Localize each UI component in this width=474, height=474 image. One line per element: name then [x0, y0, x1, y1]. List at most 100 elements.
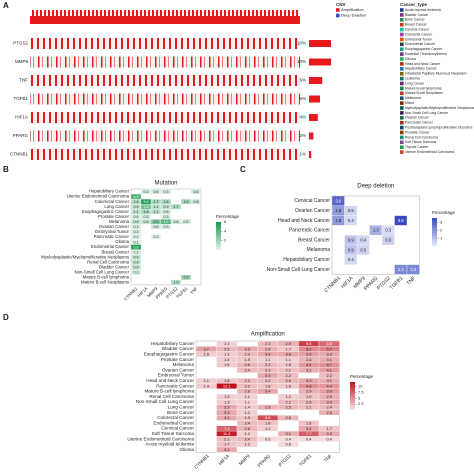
color-tick-label: 2.5 — [358, 401, 364, 406]
cell-value: 1.3 — [373, 228, 379, 233]
percent-label: 10% — [297, 41, 306, 46]
percent-label: 4% — [299, 115, 306, 120]
cell-value: 2.8 — [326, 410, 332, 415]
heatmap-cell — [190, 198, 202, 205]
cell-value: 2.1 — [306, 405, 312, 410]
cell-value: 4.1 — [326, 368, 332, 373]
cell-value: 2.9 — [326, 394, 332, 399]
cell-value: 0.3 — [134, 271, 139, 275]
frequency-bar — [309, 95, 320, 103]
cell-value: 1.4 — [134, 200, 139, 204]
percent-label: 6% — [299, 78, 306, 83]
cell-value: 0.3 — [134, 225, 139, 229]
cell-value: 0.5 — [348, 208, 354, 213]
legend-label: Renal Cell Carcinoma — [405, 135, 438, 139]
cell-value: 0.6 — [174, 220, 179, 224]
cell-value: 4.4 — [326, 383, 332, 388]
cell-value: 3.6 — [398, 218, 404, 223]
cell-value: 1.2 — [244, 442, 250, 447]
cell-value: 1.9 — [306, 394, 312, 399]
cell-value: 3.3 — [224, 447, 230, 452]
cell-value: 1.8 — [285, 362, 291, 367]
row-label: Glioma — [115, 239, 129, 244]
cell-value: 0.4 — [326, 436, 332, 441]
cell-value: 2.6 — [244, 362, 250, 367]
cell-value: 1.8 — [335, 208, 341, 213]
cell-value: 0.6 — [285, 442, 291, 447]
legend-swatch — [400, 18, 404, 22]
heatmap-cell — [394, 215, 408, 226]
cell-value: 1.9 — [184, 200, 189, 204]
legend-label: Mature B-cell Neoplasms — [405, 91, 443, 95]
cell-value: 7.7 — [306, 431, 312, 436]
row-label: Acute myeloid leukemia — [145, 442, 194, 447]
gene-track — [30, 75, 300, 86]
cell-value: 2.6 — [244, 426, 250, 431]
heatmap-cell — [318, 436, 340, 442]
row-label: Hepatobiliary Cancer — [151, 341, 194, 346]
cell-value: 11.4 — [223, 431, 231, 436]
cell-value: 3.3 — [265, 373, 271, 378]
row-label: Non-Small Cell Lung Cancer — [136, 399, 195, 404]
cell-value: 4.5 — [134, 195, 139, 199]
color-tick-label: 1 — [440, 235, 443, 240]
heatmap-cell — [381, 235, 395, 246]
legend-label: Lung Cancer — [405, 81, 425, 85]
heatmap-cell — [180, 274, 192, 281]
cell-value: 2.2 — [244, 378, 250, 383]
cell-value: 4.8 — [306, 383, 312, 388]
legend-label: Colorectal Cancer — [405, 32, 433, 36]
column-label: CTNNB1 — [323, 275, 342, 294]
cell-value: 3.6 — [285, 352, 291, 357]
heatmap-cell — [236, 441, 258, 448]
cell-value: 3.3 — [244, 346, 250, 351]
percent-label: 5% — [299, 96, 306, 101]
cell-value: 1.1 — [203, 378, 209, 383]
cell-value: 5.2 — [306, 346, 312, 351]
legend-label: Leukemia — [405, 76, 420, 80]
cell-value: 2.9 — [306, 389, 312, 394]
row-label: Non-Small Cell Lung Cancer — [267, 267, 331, 273]
cell-value: 3.1 — [326, 378, 332, 383]
cell-value: 8.6 — [265, 415, 271, 420]
cell-value: 3.9 — [326, 389, 332, 394]
heatmap-cell — [160, 188, 172, 195]
row-label: Hepatobiliary Cancer — [89, 189, 130, 194]
cell-value: 1.8 — [306, 421, 312, 426]
cell-value: 0.3 — [164, 215, 169, 219]
row-label: Breast Cancer — [298, 237, 330, 243]
cell-value: 0.9 — [134, 255, 139, 259]
cell-value: 0.6 — [385, 238, 391, 243]
row-label: Endometrial Cancer — [153, 420, 194, 425]
cell-value: 3.3 — [224, 410, 230, 415]
cell-value: 0.2 — [134, 250, 139, 254]
panel-label: A — [3, 1, 9, 10]
row-label: Embryonal Tumor — [158, 373, 195, 378]
alteration-histogram — [30, 8, 300, 32]
cell-value: 1.1 — [244, 399, 250, 404]
cell-value: 2.2 — [326, 373, 332, 378]
cell-value: 5.7 — [326, 346, 332, 351]
row-label: Non-Small Cell Lung Cancer — [75, 269, 130, 274]
cell-value: 1.1 — [285, 357, 291, 362]
legend-title: Percentage — [350, 374, 374, 379]
legend-swatch — [400, 8, 404, 12]
color-scale — [350, 382, 355, 410]
cell-value: 1.1 — [244, 410, 250, 415]
cell-value: 0.8 — [194, 200, 199, 204]
cell-value: 1.6 — [144, 210, 149, 214]
row-label: Ovarian Cancer — [162, 367, 195, 372]
row-label: Bladder Cancer — [162, 346, 194, 351]
cell-value: 1.1 — [134, 210, 139, 214]
legend-swatch — [400, 116, 404, 120]
cell-value: 1.5 — [203, 352, 209, 357]
cell-value: 0.6 — [154, 225, 159, 229]
cell-value: 1.1 — [244, 394, 250, 399]
cell-value: 3.3 — [326, 352, 332, 357]
cell-value: 2.4 — [244, 436, 250, 441]
cell-value: 0.6 — [194, 190, 199, 194]
heatmap-cell — [318, 409, 340, 416]
row-label: Colorectal Cancer — [95, 199, 130, 204]
legend-label: Embryonal Tumor — [405, 37, 433, 41]
